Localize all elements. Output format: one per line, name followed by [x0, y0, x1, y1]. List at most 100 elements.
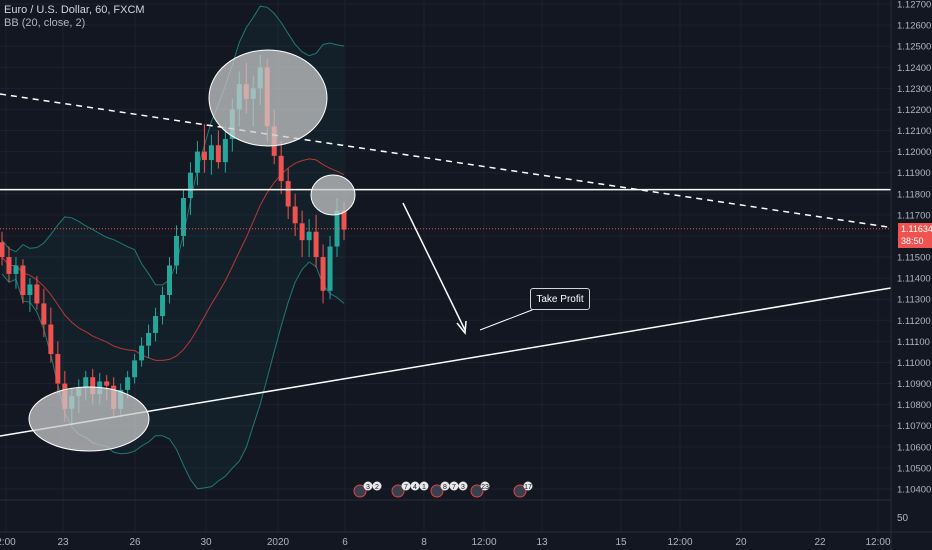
price-tick-label: 1.11300 [897, 295, 931, 306]
price-tick-label: 1.10600 [897, 442, 931, 453]
price-tick-label: 1.12500 [897, 42, 931, 53]
price-tick-label: 1.12000 [897, 147, 931, 158]
event-badge [363, 481, 373, 491]
candle-body [160, 295, 166, 317]
candle-body [222, 138, 228, 163]
candle-body [208, 145, 214, 161]
candle-body [187, 172, 193, 198]
event-badge [449, 481, 459, 491]
candle-body [285, 181, 291, 207]
event-badge-count: 3 [366, 484, 370, 491]
time-tick-label: 22 [814, 537, 826, 548]
take-profit-label[interactable]: Take Profit [530, 288, 590, 310]
projection-arrow-head [456, 320, 467, 335]
event-icon [353, 484, 367, 498]
bb-upper [1, 5, 345, 286]
symbol-title: Euro / U.S. Dollar, 60, FXCM [4, 4, 145, 16]
price-tick-label: 1.10800 [897, 400, 931, 411]
time-tick-label: 13 [536, 537, 548, 548]
price-tick-label: 1.12300 [897, 84, 931, 95]
price-tick-label: 1.12200 [897, 105, 931, 116]
candle-body [27, 284, 33, 295]
candle-body [139, 345, 145, 361]
event-badge [480, 481, 490, 491]
time-tick-label: 30 [200, 537, 212, 548]
candle-body [13, 265, 19, 274]
support-trendline [0, 287, 892, 437]
candle-body [6, 257, 12, 274]
price-tick-label: 1.12400 [897, 63, 931, 74]
candle-body [327, 246, 333, 291]
price-tick-label: 1.11800 [897, 189, 931, 200]
candle-body [146, 332, 152, 346]
price-tick-label: 1.12700 [897, 0, 931, 11]
event-icon [470, 484, 484, 498]
time-tick-label: 2020 [267, 537, 290, 548]
event-badge-count: 2 [375, 484, 379, 491]
price-tick-label: 1.11900 [897, 168, 931, 179]
price-axis: 1.12700 1.12600 1.12500 1.12400 1.12300 1.122… [890, 0, 931, 550]
candle-body [55, 354, 61, 384]
time-axis: 2:00 23 26 30 2020 6 8 12:00 13 15 12:00 20 22 12:00 [0, 499, 932, 548]
price-tick-label: 1.12600 [897, 21, 931, 32]
price-tick-label: 1.10400 [897, 485, 931, 496]
ellipse-low [28, 386, 150, 452]
price-tick-label: 1.11500 [897, 253, 931, 264]
price-tick-label: 1.11200 [897, 316, 931, 327]
time-tick-label: 26 [129, 537, 141, 548]
dashed-trendline [0, 93, 889, 228]
time-tick-label: 8 [421, 537, 427, 548]
event-badge [372, 481, 382, 491]
candle-body [215, 145, 221, 163]
price-tick-label: 1.10700 [897, 421, 931, 432]
candle-body [278, 155, 284, 182]
indicator-legend[interactable]: BB (20, close, 2) [4, 17, 86, 29]
bb-basis [1, 158, 345, 361]
event-badge-count: 17 [524, 484, 532, 491]
last-price-tag: 1.11634 [898, 223, 932, 236]
event-badge [440, 481, 450, 491]
price-tick-label: 1.11700 [897, 210, 931, 221]
candle-body [313, 231, 319, 258]
candle-body [0, 242, 5, 258]
candle-body [34, 284, 40, 304]
candle-body [306, 231, 312, 241]
time-tick-label: 12:00 [471, 537, 496, 548]
price-tick-label: 1.11400 [897, 274, 931, 285]
candle-body [90, 377, 96, 395]
drawings [0, 49, 892, 452]
price-tick-label: 1.10900 [897, 379, 931, 390]
event-badge [523, 481, 533, 491]
time-tick-label: 12:00 [667, 537, 692, 548]
price-tick-label: 1.11100 [897, 337, 930, 348]
candle-body [194, 151, 200, 173]
candle-body [320, 257, 326, 291]
event-icon [513, 484, 527, 498]
event-badge [410, 481, 420, 491]
price-tick-label: 1.12100 [897, 126, 931, 137]
candle-body [153, 316, 159, 333]
candle-body [201, 151, 207, 161]
candle-body [299, 223, 305, 241]
candle-body [125, 377, 131, 390]
candle-body [292, 206, 298, 224]
time-tick-label: 12:00 [865, 537, 890, 548]
bar-countdown: 38:50 [898, 235, 932, 248]
time-tick-label: 2:00 [0, 537, 16, 548]
candle-body [167, 265, 173, 295]
event-badges: 3 2 7 4 1 8 7 3 23 17 [353, 481, 533, 498]
event-badge [419, 481, 429, 491]
projection-arrow-shaft [402, 202, 466, 331]
event-badge-count: 7 [404, 484, 408, 491]
event-badge [401, 481, 411, 491]
candle-body [341, 210, 347, 230]
event-badge-count: 23 [481, 484, 489, 491]
event-icon [430, 484, 444, 498]
time-tick-label: 23 [57, 537, 69, 548]
price-tick-label: 1.11000 [897, 358, 931, 369]
event-badge-count: 4 [413, 484, 417, 491]
candle-body [48, 324, 54, 355]
candle-body [83, 377, 89, 388]
event-badge-count: 1 [422, 484, 426, 491]
